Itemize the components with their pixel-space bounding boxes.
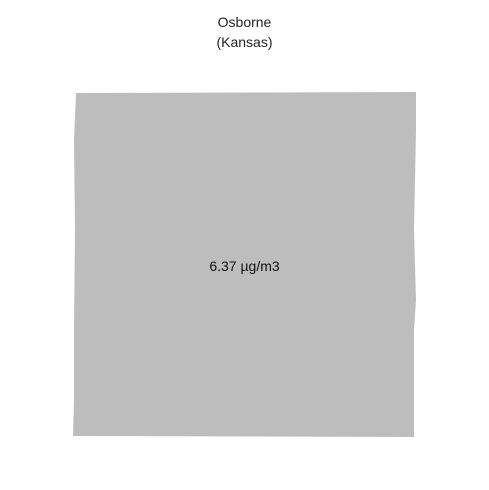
map-title-block: Osborne (Kansas) (0, 12, 489, 52)
pollution-value-label: 6.37 µg/m3 (209, 258, 280, 274)
county-name: Osborne (217, 14, 272, 30)
state-name: (Kansas) (216, 34, 273, 50)
county-shape (73, 92, 416, 437)
